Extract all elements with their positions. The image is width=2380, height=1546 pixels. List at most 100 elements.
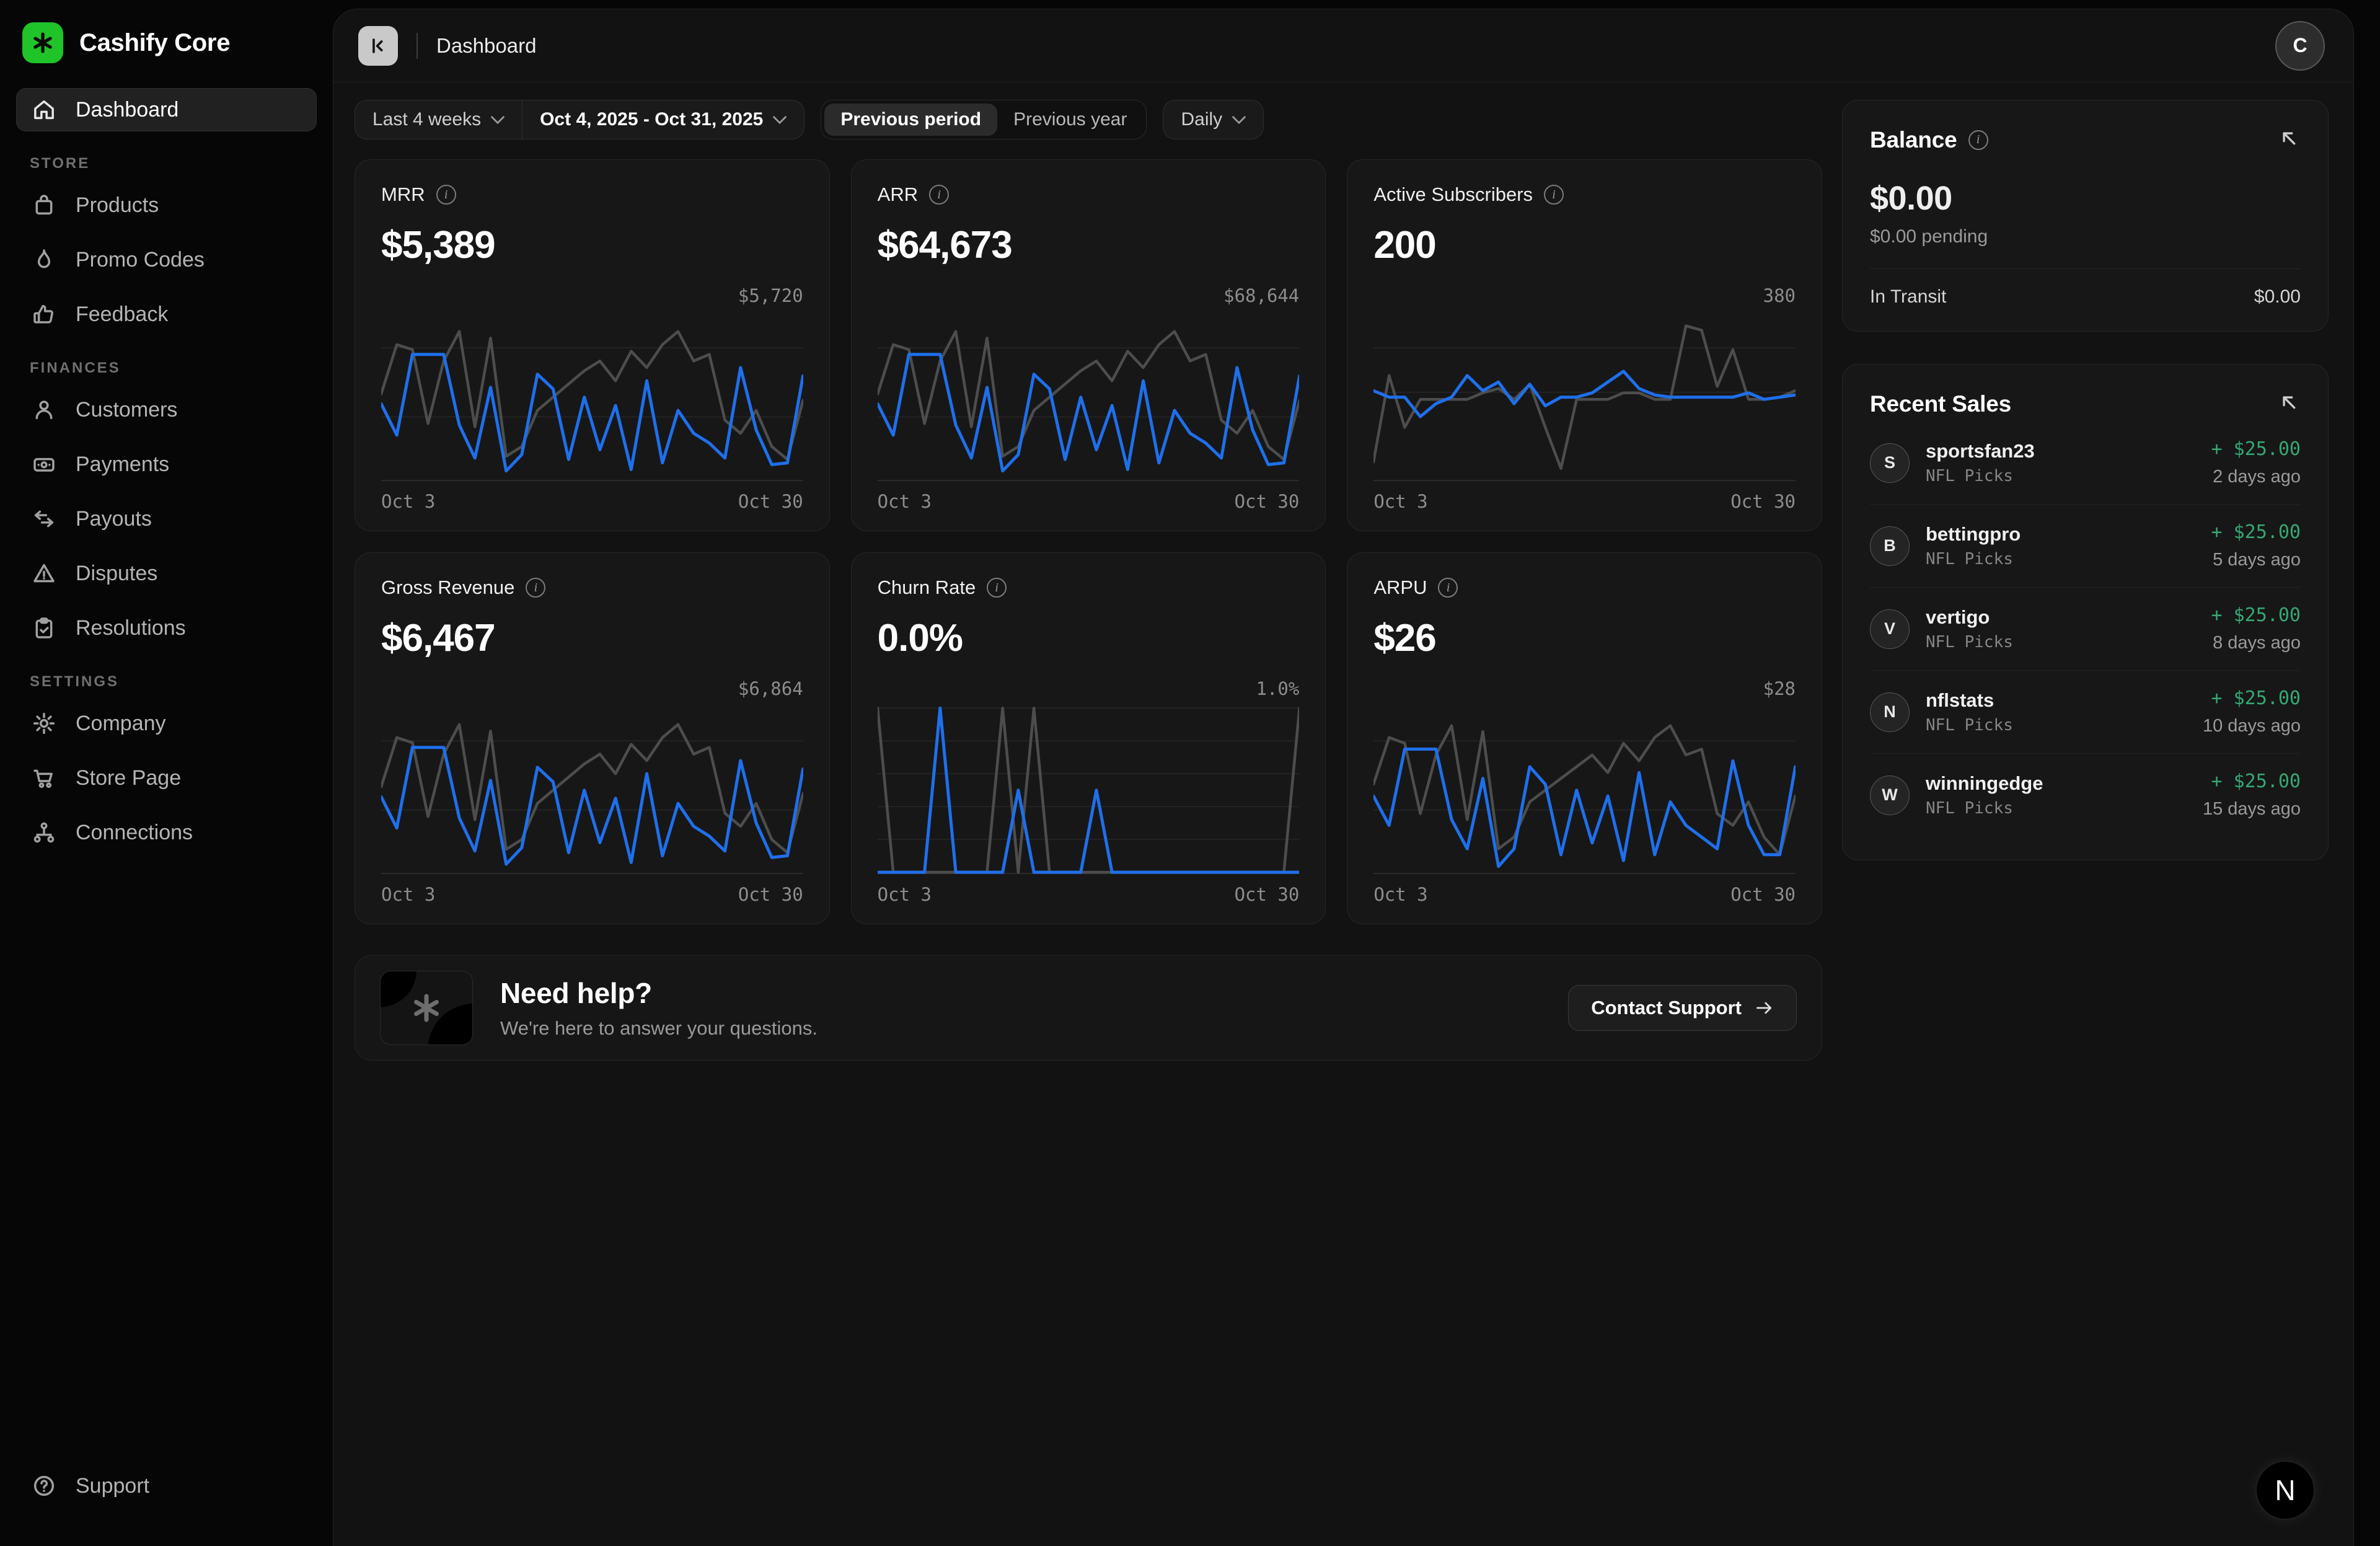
info-icon[interactable]: i — [436, 185, 456, 205]
sidebar-item-products[interactable]: Products — [16, 183, 317, 227]
sidebar-item-resolutions[interactable]: Resolutions — [16, 606, 317, 650]
cart-icon — [30, 766, 58, 790]
compare-toggle: Previous period Previous year — [821, 100, 1147, 139]
granularity-dropdown[interactable]: Daily — [1163, 100, 1263, 139]
sidebar-item-store-page[interactable]: Store Page — [16, 756, 317, 800]
open-sales-button[interactable] — [2277, 391, 2301, 417]
sidebar-item-feedback[interactable]: Feedback — [16, 293, 317, 336]
sale-row[interactable]: W winningedge NFL Picks + $25.00 15 days… — [1870, 753, 2301, 836]
recent-sales-card: Recent Sales S sportsfan23 NFL Picks + $… — [1842, 364, 2329, 860]
sale-amount: + $25.00 — [2211, 438, 2301, 460]
sale-row[interactable]: V vertigo NFL Picks + $25.00 8 days ago — [1870, 587, 2301, 670]
sidebar-item-label: Payments — [76, 453, 169, 477]
collapse-sidebar-button[interactable] — [358, 26, 398, 66]
info-icon[interactable]: i — [1438, 578, 1458, 598]
info-icon[interactable]: i — [526, 578, 545, 598]
avatar: S — [1870, 443, 1910, 483]
compare-previous-period[interactable]: Previous period — [824, 104, 997, 136]
sidebar-item-disputes[interactable]: Disputes — [16, 552, 317, 595]
sidebar-item-support[interactable]: Support — [16, 1464, 317, 1508]
sidebar-item-customers[interactable]: Customers — [16, 388, 317, 431]
sidebar-item-label: Dashboard — [76, 98, 178, 122]
line-chart — [878, 312, 1300, 481]
x-axis-end-label: Oct 30 — [738, 884, 803, 905]
x-axis-end-label: Oct 30 — [1730, 884, 1796, 905]
sidebar-item-label: Payouts — [76, 507, 152, 531]
metric-title: Churn Rate — [878, 576, 976, 599]
product-name: NFL Picks — [1926, 799, 2043, 818]
sale-time: 8 days ago — [2211, 633, 2301, 653]
metric-value: $6,467 — [381, 616, 803, 660]
metric-card-arpu: ARPU i $26 $28 Oct 3 Oct 30 — [1347, 552, 1822, 924]
granularity-label: Daily — [1181, 109, 1222, 130]
network-icon — [30, 820, 58, 845]
metric-title: ARR — [878, 183, 918, 206]
sidebar-item-dashboard[interactable]: Dashboard — [16, 88, 317, 131]
balance-card: Balance i $0.00 $0.00 pending In Transit… — [1842, 100, 2329, 332]
topbar: Dashboard C — [333, 9, 2353, 82]
sales-list: S sportsfan23 NFL Picks + $25.00 2 days … — [1870, 417, 2301, 836]
chevron-down-icon — [1232, 116, 1246, 124]
sale-row[interactable]: B bettingpro NFL Picks + $25.00 5 days a… — [1870, 504, 2301, 587]
transfer-arrows-icon — [30, 506, 58, 531]
product-name: NFL Picks — [1926, 467, 2035, 485]
x-axis-end-label: Oct 30 — [1730, 491, 1796, 512]
sidebar-item-label: Support — [76, 1474, 149, 1498]
avatar: B — [1870, 526, 1910, 566]
content: Last 4 weeks Oct 4, 2025 - Oct 31, 2025 … — [333, 82, 2353, 1061]
axis-max-label: $6,864 — [381, 678, 803, 705]
in-transit-value: $0.00 — [2254, 286, 2301, 307]
sale-row[interactable]: N nflstats NFL Picks + $25.00 10 days ag… — [1870, 670, 2301, 753]
axis-max-label: $5,720 — [381, 285, 803, 312]
gear-icon — [30, 711, 58, 736]
metric-value: $26 — [1373, 616, 1796, 660]
user-avatar[interactable]: C — [2275, 21, 2325, 71]
balance-pending: $0.00 pending — [1870, 226, 2301, 247]
contact-support-button[interactable]: Contact Support — [1568, 985, 1797, 1031]
metric-value: $5,389 — [381, 223, 803, 267]
metric-card-arr: ARR i $64,673 $68,644 Oct 3 Oct 30 — [851, 159, 1326, 531]
home-icon — [30, 97, 58, 122]
sidebar-item-label: Company — [76, 712, 166, 736]
range-preset-dropdown[interactable]: Last 4 weeks — [355, 100, 522, 139]
x-axis-end-label: Oct 30 — [1235, 884, 1300, 905]
sale-amount: + $25.00 — [2203, 771, 2301, 792]
contact-support-label: Contact Support — [1591, 997, 1742, 1019]
date-range-dropdown[interactable]: Oct 4, 2025 - Oct 31, 2025 — [522, 100, 804, 139]
in-transit-label: In Transit — [1870, 286, 1946, 307]
sidebar-item-connections[interactable]: Connections — [16, 811, 317, 854]
avatar: N — [1870, 692, 1910, 732]
info-icon[interactable]: i — [1544, 185, 1564, 205]
metric-value: 0.0% — [878, 616, 1300, 660]
flame-icon — [30, 247, 58, 272]
sidebar-item-company[interactable]: Company — [16, 702, 317, 745]
axis-max-label: 380 — [1373, 285, 1796, 312]
sidebar-item-payouts[interactable]: Payouts — [16, 497, 317, 541]
warning-triangle-icon — [30, 561, 58, 586]
metric-card-churn-rate: Churn Rate i 0.0% 1.0% Oct 3 Oct 30 — [851, 552, 1326, 924]
topbar-divider — [416, 33, 418, 59]
sale-time: 2 days ago — [2211, 467, 2301, 487]
compare-previous-year[interactable]: Previous year — [997, 104, 1143, 136]
sidebar-item-payments[interactable]: Payments — [16, 443, 317, 486]
info-icon[interactable]: i — [987, 578, 1007, 598]
sale-amount: + $25.00 — [2211, 521, 2301, 543]
date-range-label: Oct 4, 2025 - Oct 31, 2025 — [540, 109, 763, 130]
brand: Cashify Core — [16, 19, 317, 88]
question-circle-icon — [30, 1473, 58, 1498]
sidebar-item-label: Connections — [76, 821, 193, 845]
avatar: W — [1870, 775, 1910, 815]
sidebar-item-label: Store Page — [76, 766, 181, 790]
shopping-bag-icon — [30, 193, 58, 218]
open-balance-button[interactable] — [2277, 126, 2301, 153]
info-icon[interactable]: i — [929, 185, 949, 205]
sale-time: 5 days ago — [2211, 550, 2301, 570]
sidebar-item-label: Promo Codes — [76, 248, 205, 272]
sidebar-item-promo-codes[interactable]: Promo Codes — [16, 238, 317, 281]
sale-row[interactable]: S sportsfan23 NFL Picks + $25.00 2 days … — [1870, 417, 2301, 504]
nextjs-badge[interactable]: N — [2257, 1462, 2314, 1519]
main-panel: Dashboard C Last 4 weeks Oct 4, 2025 - O… — [333, 9, 2354, 1546]
help-subtitle: We're here to answer your questions. — [500, 1017, 818, 1040]
info-icon[interactable]: i — [1968, 130, 1988, 150]
help-banner: Need help? We're here to answer your que… — [355, 955, 1822, 1061]
